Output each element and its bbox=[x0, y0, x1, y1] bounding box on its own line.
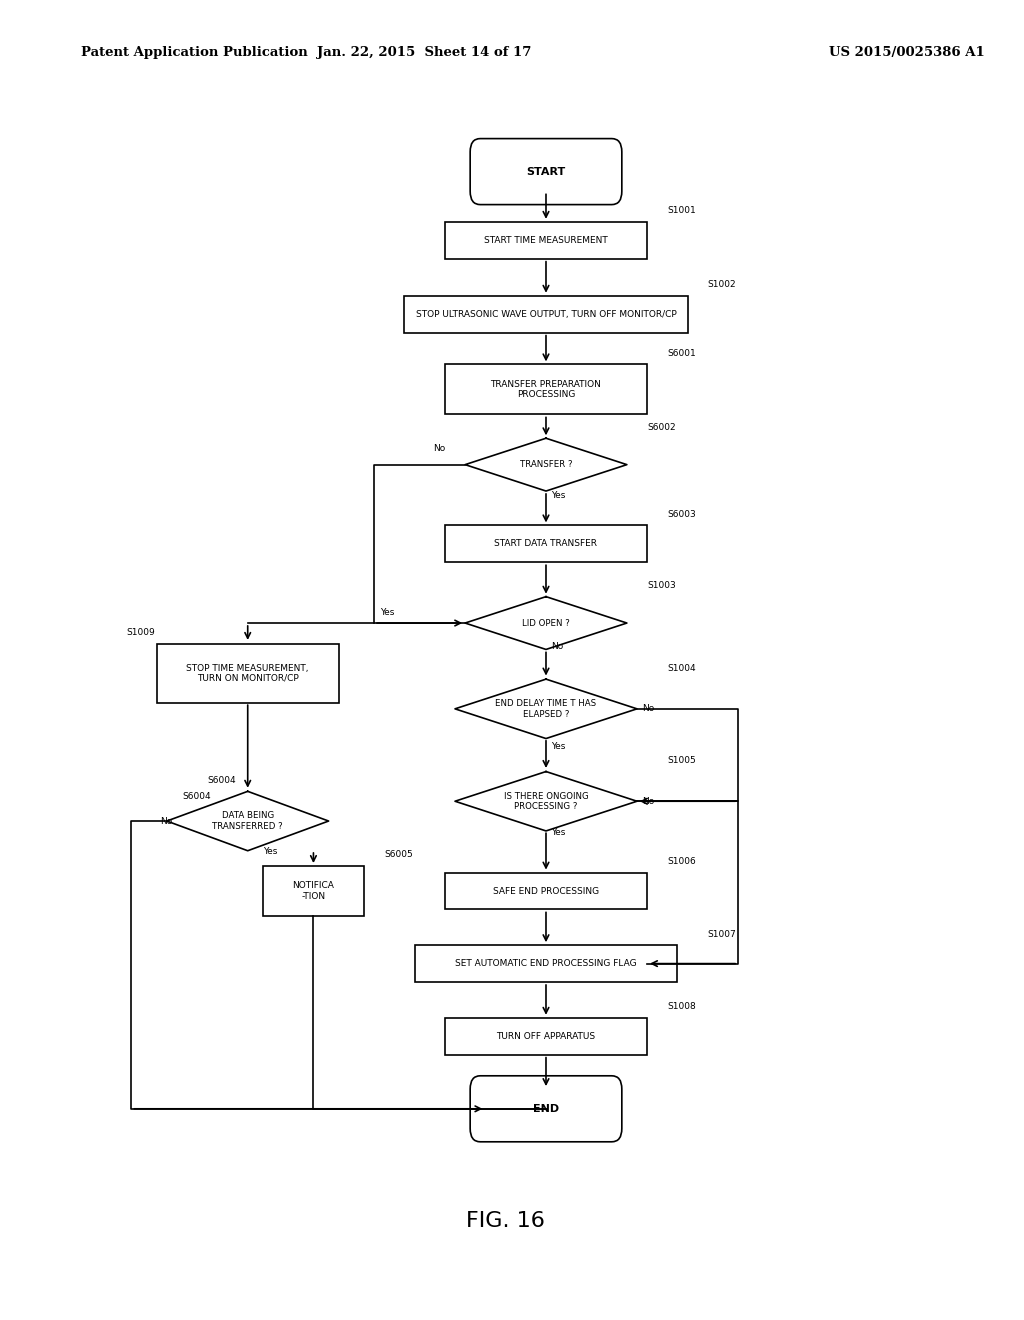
Text: START TIME MEASUREMENT: START TIME MEASUREMENT bbox=[484, 236, 608, 244]
Text: S1005: S1005 bbox=[668, 756, 696, 764]
Text: NOTIFICA
-TION: NOTIFICA -TION bbox=[293, 882, 335, 900]
Text: Jan. 22, 2015  Sheet 14 of 17: Jan. 22, 2015 Sheet 14 of 17 bbox=[317, 46, 531, 59]
FancyBboxPatch shape bbox=[444, 525, 647, 562]
Text: No: No bbox=[160, 817, 172, 825]
Text: SAFE END PROCESSING: SAFE END PROCESSING bbox=[493, 887, 599, 895]
Text: Yes: Yes bbox=[263, 847, 278, 857]
Text: STOP ULTRASONIC WAVE OUTPUT, TURN OFF MONITOR/CP: STOP ULTRASONIC WAVE OUTPUT, TURN OFF MO… bbox=[416, 310, 677, 318]
Text: TRANSFER PREPARATION
PROCESSING: TRANSFER PREPARATION PROCESSING bbox=[490, 380, 601, 399]
Text: S1008: S1008 bbox=[668, 1002, 696, 1011]
Text: Yes: Yes bbox=[551, 491, 565, 500]
Text: START DATA TRANSFER: START DATA TRANSFER bbox=[495, 540, 597, 548]
Text: US 2015/0025386 A1: US 2015/0025386 A1 bbox=[829, 46, 985, 59]
FancyBboxPatch shape bbox=[444, 1018, 647, 1055]
Text: S1002: S1002 bbox=[708, 280, 736, 289]
Text: S6004: S6004 bbox=[207, 776, 236, 784]
FancyBboxPatch shape bbox=[470, 139, 622, 205]
Text: Yes: Yes bbox=[551, 742, 565, 751]
Text: SET AUTOMATIC END PROCESSING FLAG: SET AUTOMATIC END PROCESSING FLAG bbox=[456, 960, 637, 968]
Polygon shape bbox=[167, 791, 329, 851]
Text: END: END bbox=[532, 1104, 559, 1114]
FancyBboxPatch shape bbox=[444, 873, 647, 909]
Text: Yes: Yes bbox=[551, 828, 565, 837]
Text: S6004: S6004 bbox=[182, 792, 211, 801]
Text: TRANSFER ?: TRANSFER ? bbox=[520, 461, 572, 469]
FancyBboxPatch shape bbox=[470, 1076, 622, 1142]
Text: S1006: S1006 bbox=[668, 857, 696, 866]
FancyBboxPatch shape bbox=[263, 866, 364, 916]
Text: S1009: S1009 bbox=[126, 628, 156, 638]
Polygon shape bbox=[455, 771, 637, 832]
Text: Patent Application Publication: Patent Application Publication bbox=[81, 46, 307, 59]
Text: FIG. 16: FIG. 16 bbox=[466, 1210, 545, 1232]
Text: IS THERE ONGOING
PROCESSING ?: IS THERE ONGOING PROCESSING ? bbox=[504, 792, 589, 810]
FancyBboxPatch shape bbox=[415, 945, 678, 982]
Polygon shape bbox=[455, 678, 637, 739]
Text: S6002: S6002 bbox=[647, 422, 676, 432]
Text: S1007: S1007 bbox=[708, 929, 736, 939]
Text: No: No bbox=[642, 705, 654, 713]
FancyBboxPatch shape bbox=[444, 222, 647, 259]
Text: LID OPEN ?: LID OPEN ? bbox=[522, 619, 570, 627]
Text: STOP TIME MEASUREMENT,
TURN ON MONITOR/CP: STOP TIME MEASUREMENT, TURN ON MONITOR/C… bbox=[186, 664, 309, 682]
Text: S1004: S1004 bbox=[668, 664, 696, 672]
Text: END DELAY TIME T HAS
ELAPSED ?: END DELAY TIME T HAS ELAPSED ? bbox=[496, 700, 597, 718]
Text: No: No bbox=[551, 643, 563, 651]
FancyBboxPatch shape bbox=[157, 644, 339, 704]
Text: No: No bbox=[642, 797, 654, 805]
Text: START: START bbox=[526, 166, 565, 177]
Text: No: No bbox=[432, 445, 444, 453]
Text: S1003: S1003 bbox=[647, 581, 676, 590]
Text: S6001: S6001 bbox=[668, 348, 696, 358]
FancyBboxPatch shape bbox=[444, 364, 647, 414]
Text: DATA BEING
TRANSFERRED ?: DATA BEING TRANSFERRED ? bbox=[212, 812, 283, 830]
Text: S1001: S1001 bbox=[668, 206, 696, 215]
Polygon shape bbox=[465, 438, 627, 491]
Text: S6005: S6005 bbox=[384, 850, 413, 859]
Polygon shape bbox=[465, 597, 627, 649]
Text: S6003: S6003 bbox=[668, 510, 696, 519]
Text: TURN OFF APPARATUS: TURN OFF APPARATUS bbox=[497, 1032, 596, 1040]
Text: Yes: Yes bbox=[380, 609, 394, 616]
FancyBboxPatch shape bbox=[404, 296, 687, 333]
